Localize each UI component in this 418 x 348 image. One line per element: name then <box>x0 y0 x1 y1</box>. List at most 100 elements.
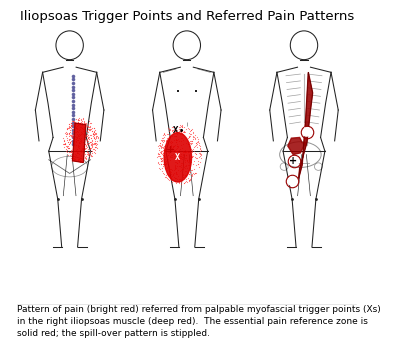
Point <box>170 137 177 143</box>
Point <box>161 153 168 159</box>
Point <box>175 126 182 131</box>
Point <box>190 171 197 177</box>
Point <box>193 152 200 157</box>
Point <box>91 128 97 134</box>
Point <box>173 139 180 145</box>
Point <box>81 132 87 137</box>
Point <box>159 135 166 141</box>
Point <box>66 129 73 135</box>
Point <box>83 153 89 159</box>
Point <box>163 146 170 151</box>
Point <box>91 130 98 135</box>
Point <box>161 156 167 161</box>
Point <box>65 124 72 130</box>
Point <box>192 136 199 141</box>
Point <box>179 141 186 147</box>
Point <box>71 157 78 162</box>
Point <box>163 138 169 144</box>
Point <box>83 133 90 139</box>
Point <box>167 152 174 158</box>
Point <box>173 149 180 154</box>
Point <box>90 130 97 136</box>
Point <box>74 125 80 130</box>
Point <box>184 157 191 163</box>
Point <box>71 155 78 160</box>
Point <box>184 157 191 163</box>
Point <box>79 125 86 131</box>
Point <box>79 155 86 161</box>
Point <box>177 176 184 182</box>
Point <box>160 140 167 145</box>
Point <box>197 156 204 161</box>
Point <box>184 169 190 175</box>
Point <box>77 140 84 145</box>
Point <box>188 172 194 178</box>
Point <box>81 128 88 134</box>
Point <box>79 143 86 149</box>
Point <box>66 133 72 139</box>
Point <box>78 119 84 125</box>
Point <box>84 134 91 140</box>
Point <box>158 151 164 156</box>
Point <box>89 128 95 133</box>
Point <box>64 132 71 137</box>
Point <box>82 121 88 127</box>
Point <box>165 164 172 169</box>
Polygon shape <box>298 72 313 179</box>
Point <box>84 128 91 133</box>
Point <box>177 169 184 174</box>
Point <box>171 164 178 170</box>
Point <box>160 170 166 175</box>
Point <box>174 148 181 153</box>
Point <box>170 128 177 133</box>
Point <box>164 131 171 137</box>
Point <box>68 120 75 126</box>
Point <box>69 157 76 163</box>
Point <box>172 178 178 183</box>
Point <box>162 137 169 143</box>
Point <box>168 138 175 143</box>
Point <box>197 152 204 158</box>
Point <box>75 129 82 135</box>
Point <box>183 148 189 154</box>
Point <box>186 134 193 140</box>
Point <box>88 138 95 144</box>
Point <box>173 153 180 159</box>
Point <box>81 124 88 130</box>
Point <box>171 147 178 152</box>
Point <box>158 137 165 143</box>
Point <box>158 162 164 167</box>
Point <box>74 157 81 163</box>
Point <box>68 153 74 159</box>
Point <box>170 151 176 156</box>
Point <box>185 143 192 148</box>
Point <box>166 167 172 172</box>
Point <box>64 149 70 155</box>
Point <box>189 127 195 132</box>
Point <box>186 160 193 166</box>
Point <box>163 156 170 161</box>
Point <box>88 128 95 133</box>
Point <box>186 157 192 163</box>
Point <box>65 125 72 130</box>
Point <box>188 146 194 151</box>
Point <box>84 141 90 147</box>
Point <box>66 149 73 155</box>
Point <box>161 132 167 137</box>
Point <box>158 155 165 160</box>
Point <box>189 148 195 153</box>
Point <box>188 175 194 181</box>
Point <box>186 128 193 134</box>
Point <box>196 155 203 160</box>
Point <box>89 142 95 148</box>
Point <box>81 142 88 147</box>
Point <box>71 120 77 125</box>
Point <box>75 119 82 125</box>
Point <box>63 137 70 143</box>
Point <box>181 159 188 165</box>
Point <box>77 149 84 155</box>
Point <box>161 165 168 171</box>
Point <box>180 174 186 180</box>
Point <box>88 140 95 145</box>
Point <box>158 159 165 164</box>
